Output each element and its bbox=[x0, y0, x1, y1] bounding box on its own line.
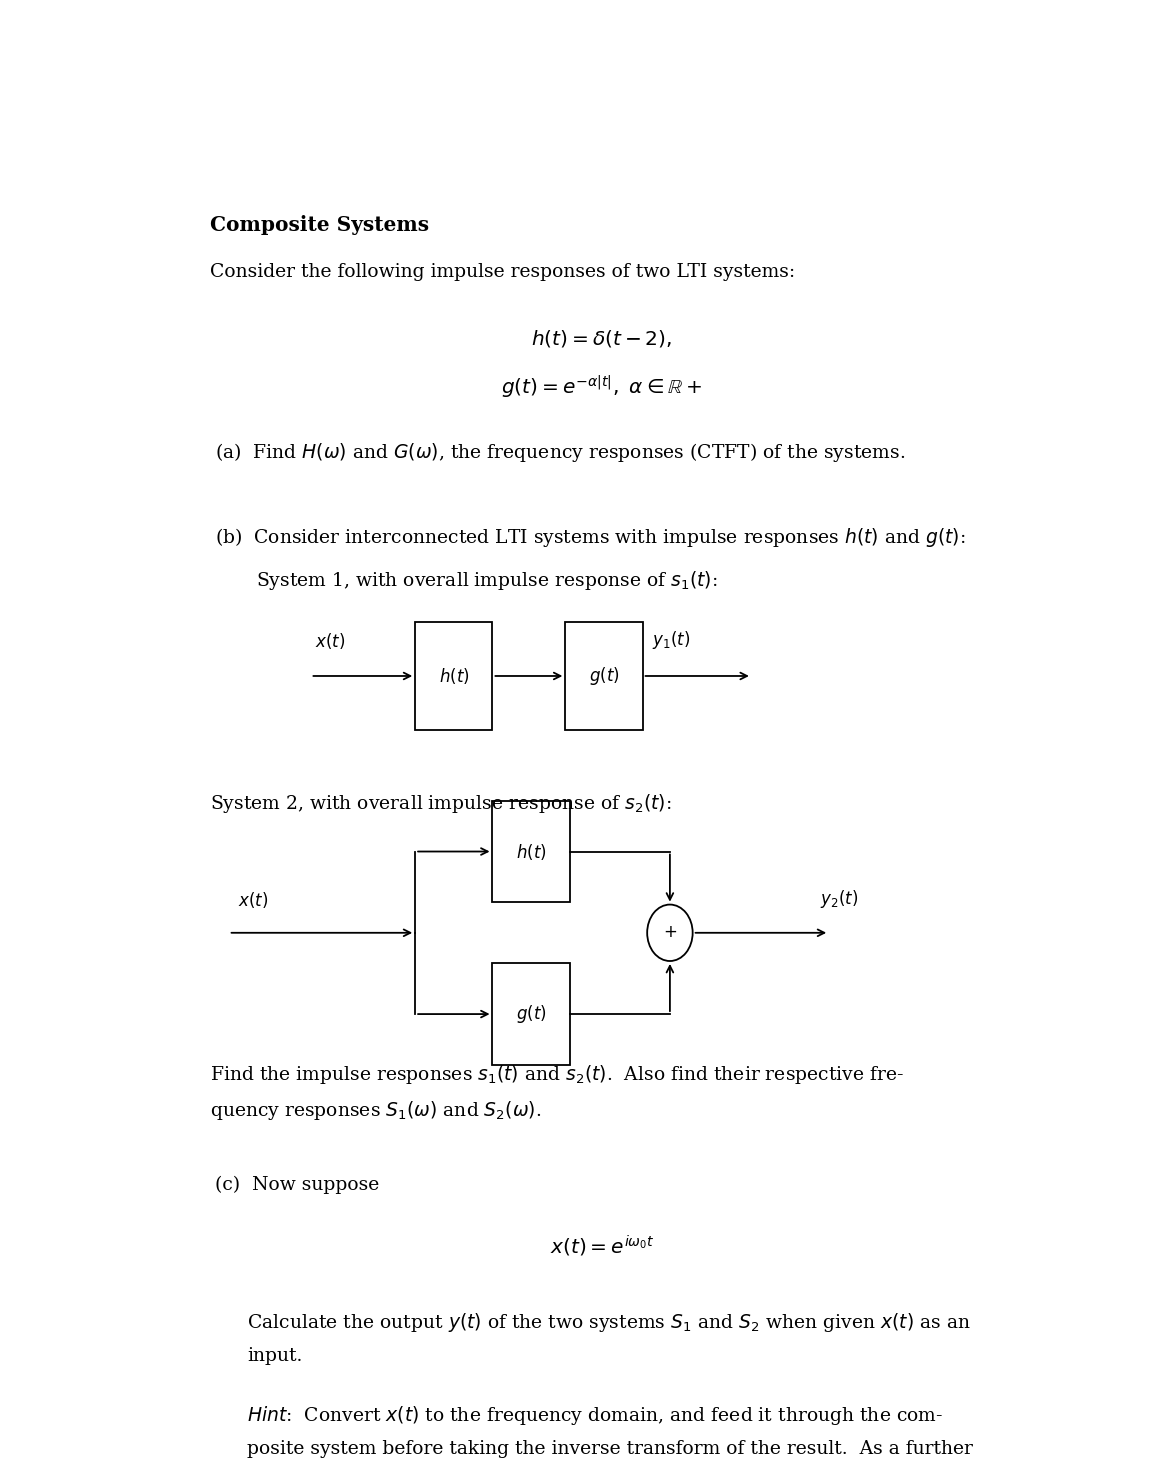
FancyBboxPatch shape bbox=[493, 800, 569, 902]
Text: $x(t)$: $x(t)$ bbox=[237, 890, 268, 910]
Text: $\mathit{Hint}$:  Convert $x(t)$ to the frequency domain, and feed it through th: $\mathit{Hint}$: Convert $x(t)$ to the f… bbox=[247, 1403, 943, 1426]
Text: $g(t)$: $g(t)$ bbox=[515, 1003, 546, 1025]
Text: Composite Systems: Composite Systems bbox=[210, 216, 430, 236]
Text: $h(t)$: $h(t)$ bbox=[439, 666, 470, 686]
FancyBboxPatch shape bbox=[493, 963, 569, 1064]
Text: (b)  Consider interconnected LTI systems with impulse responses $h(t)$ and $g(t): (b) Consider interconnected LTI systems … bbox=[215, 526, 966, 548]
Text: $h(t)$: $h(t)$ bbox=[515, 841, 546, 862]
Text: $h(t) = \delta(t - 2),$: $h(t) = \delta(t - 2),$ bbox=[531, 328, 673, 349]
Text: quency responses $S_1(\omega)$ and $S_2(\omega)$.: quency responses $S_1(\omega)$ and $S_2(… bbox=[210, 1098, 541, 1121]
FancyBboxPatch shape bbox=[416, 623, 493, 730]
Text: System 2, with overall impulse response of $s_2(t)$:: System 2, with overall impulse response … bbox=[210, 792, 672, 815]
Text: System 1, with overall impulse response of $s_1(t)$:: System 1, with overall impulse response … bbox=[256, 569, 717, 592]
Text: $x(t) = e^{i\omega_0 t}$: $x(t) = e^{i\omega_0 t}$ bbox=[549, 1234, 654, 1259]
Text: $y_1(t)$: $y_1(t)$ bbox=[652, 629, 690, 651]
Text: (a)  Find $H(\omega)$ and $G(\omega)$, the frequency responses (CTFT) of the sys: (a) Find $H(\omega)$ and $G(\omega)$, th… bbox=[215, 441, 905, 465]
Text: $x(t)$: $x(t)$ bbox=[315, 632, 345, 651]
Text: $g(t) = e^{-\alpha|t|},\ \alpha \in \mathbb{R}+$: $g(t) = e^{-\alpha|t|},\ \alpha \in \mat… bbox=[501, 374, 702, 400]
Text: Calculate the output $y(t)$ of the two systems $S_1$ and $S_2$ when given $x(t)$: Calculate the output $y(t)$ of the two s… bbox=[247, 1311, 971, 1334]
Text: $+$: $+$ bbox=[663, 924, 677, 941]
Text: Consider the following impulse responses of two LTI systems:: Consider the following impulse responses… bbox=[210, 262, 796, 281]
Text: $g(t)$: $g(t)$ bbox=[588, 666, 619, 688]
Text: Find the impulse responses $s_1(t)$ and $s_2(t)$.  Also find their respective fr: Find the impulse responses $s_1(t)$ and … bbox=[210, 1063, 904, 1086]
FancyBboxPatch shape bbox=[566, 623, 642, 730]
Text: (c)  Now suppose: (c) Now suppose bbox=[215, 1176, 379, 1193]
Text: input.: input. bbox=[247, 1347, 302, 1365]
Text: $y_2(t)$: $y_2(t)$ bbox=[821, 888, 858, 910]
Text: posite system before taking the inverse transform of the result.  As a further: posite system before taking the inverse … bbox=[247, 1440, 973, 1457]
